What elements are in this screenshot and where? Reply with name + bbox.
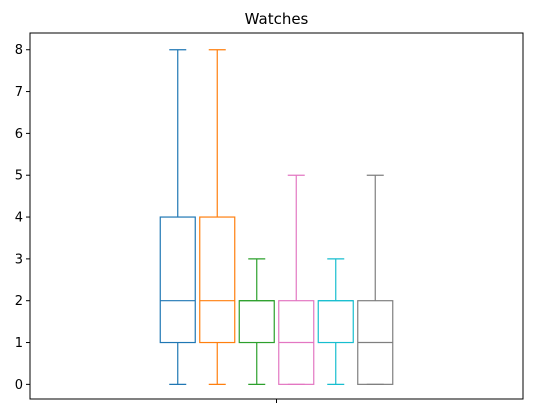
box-2 [199,49,236,385]
box-6 [357,174,394,385]
y-axis: 0 1 2 3 4 5 6 7 8 [15,43,30,393]
iqr-box [159,216,196,344]
box-4 [278,174,315,385]
y-tick-label-2: 2 [15,294,23,309]
y-tick-label-3: 3 [15,252,23,267]
y-tick-label-6: 6 [15,127,23,142]
chart-title: Watches [245,10,309,28]
plot-boxes [159,49,394,385]
y-tick-label-4: 4 [15,211,23,226]
iqr-box [238,300,275,344]
y-tick-label-7: 7 [15,85,23,100]
box-3 [238,258,275,385]
y-tick-label-5: 5 [15,169,23,184]
y-tick-label-8: 8 [15,43,23,58]
box-1 [159,49,196,385]
box-5 [317,258,354,385]
plot-frame [29,32,524,400]
iqr-box [317,300,354,344]
y-tick-label-1: 1 [15,336,23,351]
iqr-box [199,216,236,344]
y-tick-label-0: 0 [15,378,23,393]
